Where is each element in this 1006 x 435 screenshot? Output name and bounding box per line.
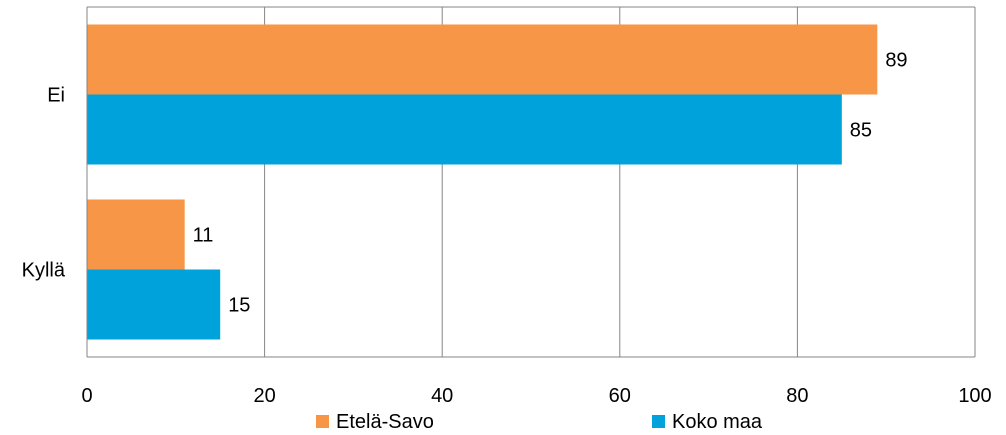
axis-layer: 0 20 40 60 80 100 Ei Kyllä [22,7,992,407]
data-label: 11 [193,225,214,247]
data-label: 85 [850,120,872,142]
x-tick-label: 0 [81,385,92,407]
bar [87,24,878,95]
x-tick-label: 60 [609,385,631,407]
bar [87,269,221,340]
legend: Etelä-Savo Koko maa [316,411,763,433]
x-tick-label: 80 [786,385,808,407]
data-label: 89 [885,50,907,72]
labels-layer: 89 85 11 15 [193,50,908,317]
legend-label: Etelä-Savo [336,411,434,433]
legend-label: Koko maa [672,411,763,433]
x-tick-label: 20 [253,385,275,407]
data-label: 15 [228,295,250,317]
x-tick-label: 40 [431,385,453,407]
category-label: Ei [47,85,65,107]
legend-swatch [316,415,329,428]
bar [87,94,842,165]
category-label: Kyllä [22,260,66,282]
bar [87,199,185,270]
x-tick-label: 100 [958,385,991,407]
legend-swatch [652,415,665,428]
bars-layer [87,24,878,340]
